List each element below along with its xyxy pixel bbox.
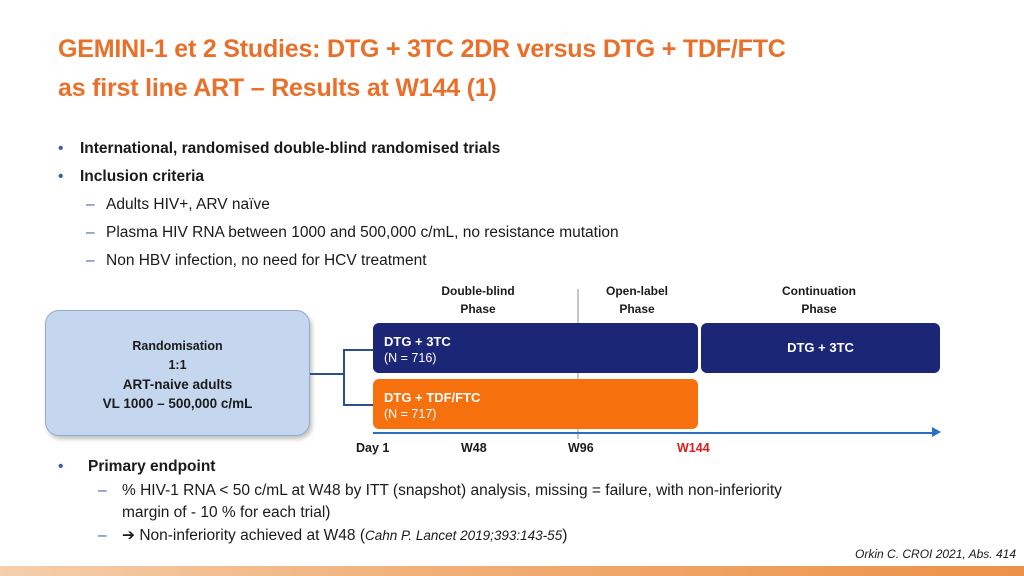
sub-bullet-text: Non HBV infection, no need for HCV treat… — [106, 252, 427, 269]
phase-label: Phase — [460, 302, 496, 316]
result-text: Non-inferiority achieved at W48 ( — [139, 527, 366, 544]
dash-icon: – — [86, 196, 95, 213]
bullet-icon: • — [58, 458, 64, 475]
title-line-1: GEMINI-1 et 2 Studies: DTG + 3TC 2DR ver… — [58, 35, 786, 63]
connector-line — [310, 373, 344, 375]
endpoint-heading: Primary endpoint — [88, 458, 216, 475]
arm-count: (N = 717) — [384, 407, 437, 421]
phase-label: Phase — [801, 302, 837, 316]
arrow-head-icon — [932, 427, 941, 437]
arm-dtg-3tc-continuation: DTG + 3TC — [701, 323, 940, 373]
phase-label: Double-blind — [441, 284, 515, 298]
bullet-icon: • — [58, 140, 64, 157]
endpoint-definition-cont: margin of - 10 % for each trial) — [122, 504, 331, 521]
arm-count: (N = 716) — [384, 351, 437, 365]
tick-day1: Day 1 — [356, 441, 390, 455]
connector-line — [343, 349, 373, 351]
phase-label: Open-label — [605, 284, 668, 298]
dash-icon: – — [86, 224, 95, 241]
arm-name: DTG + TDF/FTC — [384, 390, 481, 405]
result-citation: Cahn P. Lancet 2019;393:143-55 — [365, 528, 563, 543]
bullet-text: International, randomised double-blind r… — [80, 140, 501, 157]
timeline-axis — [373, 432, 935, 434]
randomisation-box: Randomisation 1:1 ART-naive adults VL 10… — [45, 310, 310, 436]
slide-title: GEMINI-1 et 2 Studies: DTG + 3TC 2DR ver… — [58, 30, 958, 108]
connector-line — [343, 349, 345, 405]
randomisation-label: Randomisation — [132, 339, 223, 353]
result-text-end: ) — [562, 527, 568, 544]
dash-icon: – — [98, 482, 107, 499]
arrow-right-icon: ➔ — [122, 527, 135, 544]
tick-w144: W144 — [677, 441, 710, 455]
endpoint-result: ➔ Non-inferiority achieved at W48 (Cahn … — [122, 526, 567, 545]
sub-bullet-text: Adults HIV+, ARV naïve — [106, 196, 270, 213]
randomisation-ratio: 1:1 — [168, 358, 187, 372]
sub-bullet-text: Plasma HIV RNA between 1000 and 500,000 … — [106, 224, 619, 241]
phase-label: Continuation — [782, 284, 856, 298]
footer-decoration — [0, 566, 1024, 576]
reference-citation: Orkin C. CROI 2021, Abs. 414 — [855, 547, 1016, 561]
phase-double-blind: Double-blind Phase — [423, 282, 533, 318]
arm-name: DTG + 3TC — [384, 334, 451, 349]
phase-open-label: Open-label Phase — [582, 282, 692, 318]
population-label: ART-naive adults — [122, 377, 233, 392]
viral-load-label: VL 1000 – 500,000 c/mL — [102, 396, 253, 411]
tick-w96: W96 — [568, 441, 594, 455]
dash-icon: – — [98, 527, 107, 544]
phase-continuation: Continuation Phase — [764, 282, 874, 318]
arm-dtg-tdf-ftc: DTG + TDF/FTC (N = 717) — [373, 379, 698, 429]
dash-icon: – — [86, 252, 95, 269]
endpoint-definition: % HIV-1 RNA < 50 c/mL at W48 by ITT (sna… — [122, 482, 782, 499]
title-line-2: as first line ART – Results at W144 (1) — [58, 74, 497, 102]
bullet-text: Inclusion criteria — [80, 168, 205, 185]
arm-name: DTG + 3TC — [787, 340, 854, 355]
bullet-icon: • — [58, 168, 64, 185]
arm-dtg-3tc: DTG + 3TC (N = 716) — [373, 323, 698, 373]
phase-label: Phase — [619, 302, 655, 316]
connector-line — [343, 404, 373, 406]
tick-w48: W48 — [461, 441, 487, 455]
